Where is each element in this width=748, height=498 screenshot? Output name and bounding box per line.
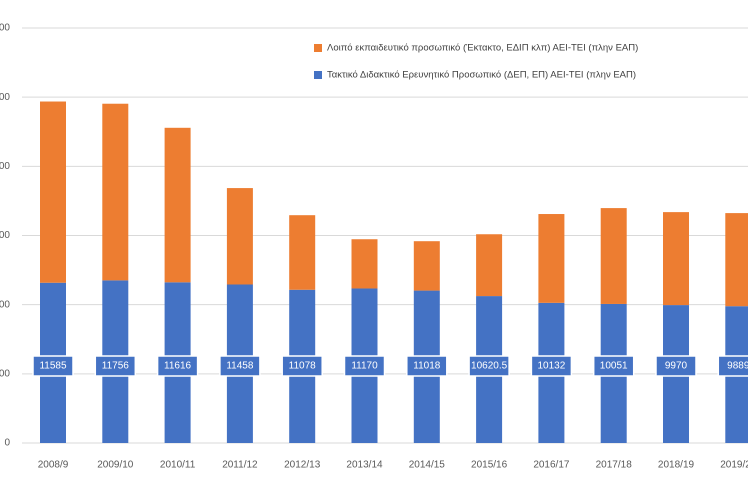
- x-tick-label: 2018/19: [658, 460, 695, 471]
- y-tick-label: 5000: [0, 368, 10, 379]
- data-label-box: [156, 355, 199, 377]
- y-tick-label: 10000: [0, 299, 10, 310]
- data-label: 11585: [39, 361, 67, 372]
- data-label-box: [219, 355, 261, 377]
- legend-label: Τακτικό Διδακτικό Ερευνητικό Προσωπικό (…: [327, 70, 636, 81]
- data-label: 10051: [600, 361, 628, 372]
- data-label-box: [592, 355, 635, 377]
- bar-segment: [538, 214, 565, 303]
- y-tick-label: 25000: [0, 92, 10, 103]
- y-tick-label: 20000: [0, 161, 10, 172]
- data-label-box: [32, 355, 74, 377]
- x-tick-label: 2013/14: [346, 460, 383, 471]
- data-label-box: [406, 355, 448, 377]
- bar-segment: [351, 239, 378, 289]
- data-label: 10132: [537, 361, 565, 372]
- data-label: 9889: [727, 361, 748, 372]
- x-tick-label: 2017/18: [596, 460, 633, 471]
- data-label: 11018: [413, 361, 441, 372]
- data-label-box: [468, 355, 510, 377]
- y-tick-label: 0: [4, 438, 10, 449]
- data-label: 10620.5: [471, 361, 508, 372]
- y-tick-label: 30000: [0, 23, 10, 34]
- legend-marker: [314, 44, 322, 52]
- bar-segment: [663, 212, 689, 306]
- data-label-box: [343, 355, 386, 377]
- bar-segment: [226, 188, 253, 285]
- x-tick-label: 2014/15: [409, 460, 446, 471]
- x-tick-label: 2019/20: [720, 460, 748, 471]
- bar-segment: [476, 234, 503, 297]
- data-label: 11616: [164, 361, 192, 372]
- data-label: 11170: [351, 361, 378, 372]
- data-label: 9970: [665, 361, 688, 372]
- data-label: 11078: [289, 361, 317, 372]
- data-label: 11756: [102, 361, 130, 372]
- legend-label: Λοιπό εκπαιδευτικό προσωπικό (Έκτακτο, Ε…: [327, 43, 638, 54]
- y-tick-label: 15000: [0, 230, 10, 241]
- bar-segment: [102, 103, 129, 281]
- x-tick-label: 2008/9: [38, 460, 69, 471]
- data-label-box: [717, 355, 748, 377]
- x-tick-label: 2012/13: [284, 460, 321, 471]
- bar-segment: [289, 215, 316, 290]
- bar-segment: [164, 127, 191, 283]
- legend-marker: [314, 71, 322, 79]
- x-tick-label: 2010/11: [160, 460, 196, 471]
- bar-segment: [413, 241, 440, 291]
- data-label-box: [530, 355, 573, 377]
- data-label-box: [281, 355, 323, 377]
- bar-segment: [40, 101, 66, 283]
- data-label: 11458: [226, 361, 254, 372]
- data-label-box: [94, 355, 137, 377]
- x-tick-label: 2009/10: [97, 460, 134, 471]
- x-tick-label: 2016/17: [533, 460, 570, 471]
- x-tick-label: 2015/16: [471, 460, 508, 471]
- bar-segment: [725, 213, 748, 307]
- x-tick-label: 2011/12: [222, 460, 258, 471]
- data-label-box: [655, 355, 697, 377]
- bar-segment: [600, 208, 627, 304]
